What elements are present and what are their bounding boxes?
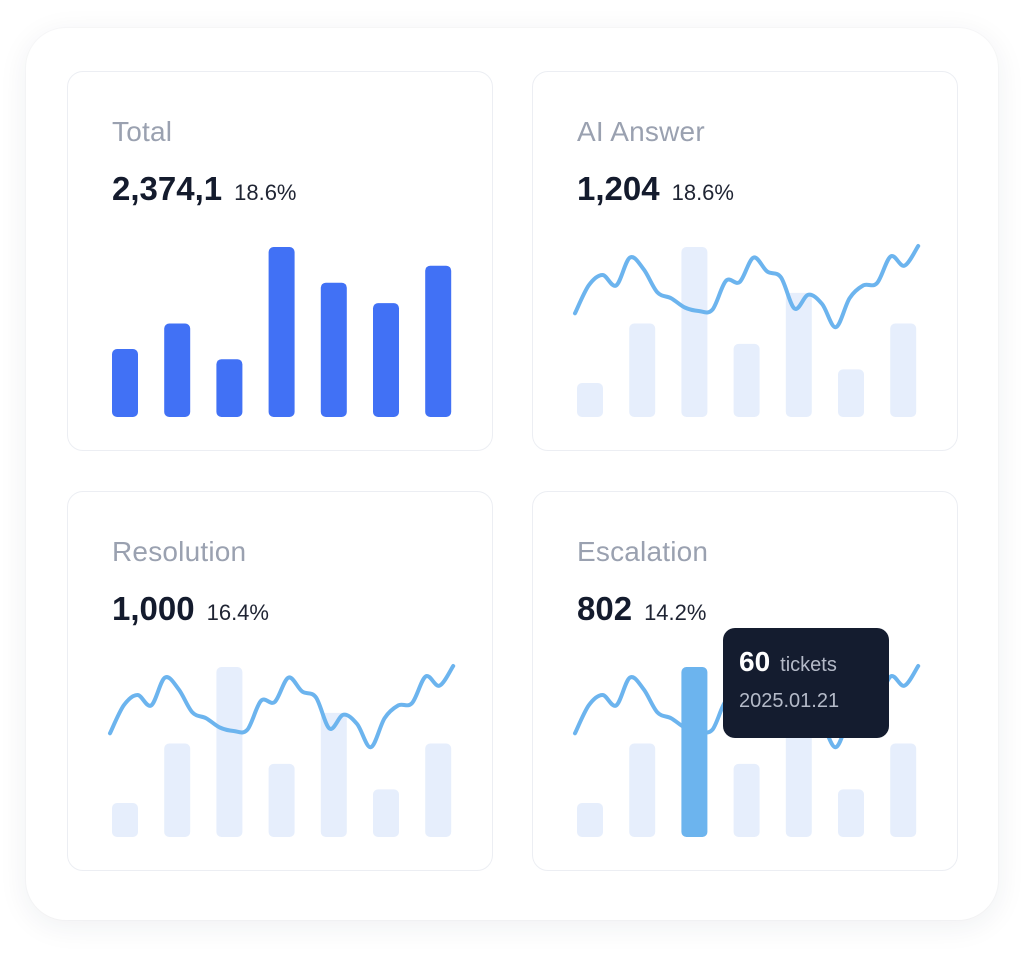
chart-bar[interactable] [785,712,812,837]
tooltip-count: 60 [739,646,771,677]
chart-bar[interactable] [629,743,656,838]
chart-bar[interactable] [577,383,603,417]
card-escalation[interactable]: Escalation 802 14.2% 60 tickets 2025.01.… [532,491,958,871]
metric-change: 16.4% [206,600,269,625]
chart-bar[interactable] [838,789,864,837]
trend-line [108,664,456,750]
chart-bar[interactable] [216,359,243,417]
card-title: Escalation [577,536,709,567]
chart-bar[interactable] [838,369,864,417]
chart-bar[interactable] [164,323,191,418]
metric: 2,374,1 18.6% [112,170,297,208]
chart-bar[interactable] [320,282,347,417]
trend-line [573,244,921,330]
card-total[interactable]: Total 2,374,1 18.6% [67,71,493,451]
metric-value: 1,204 [577,170,660,207]
metric: 1,000 16.4% [112,590,269,628]
metric-change: 18.6% [671,180,734,205]
combo-chart [108,664,456,838]
tooltip-unit: tickets [780,654,837,676]
chart-bar[interactable] [425,743,452,838]
metric-value: 1,000 [112,590,195,627]
card-title: Resolution [112,536,247,567]
metric-change: 18.6% [234,180,297,205]
chart-bar[interactable] [373,303,399,417]
chart-bar[interactable] [733,343,760,417]
bar-chart [112,247,452,418]
chart-bar[interactable] [164,743,191,838]
chart-bar[interactable] [112,803,138,837]
chart-bar[interactable] [112,349,138,417]
chart-bar[interactable] [629,323,656,418]
chart-bar[interactable] [373,789,399,837]
combo-chart [573,664,921,838]
card-resolution[interactable]: Resolution 1,000 16.4% [67,491,493,871]
chart-bar[interactable] [216,667,243,837]
metric-value: 2,374,1 [112,170,223,207]
chart-bar[interactable] [268,247,295,417]
chart-bar[interactable] [320,712,347,837]
chart-bar[interactable] [681,667,708,837]
metric-change: 14.2% [644,600,707,625]
metric-value: 802 [577,590,633,627]
chart-bar[interactable] [890,743,917,838]
combo-chart [573,244,921,418]
metric: 1,204 18.6% [577,170,734,208]
chart-bar[interactable] [785,292,812,417]
card-ai-answer[interactable]: AI Answer 1,204 18.6% [532,71,958,451]
chart-bar[interactable] [681,247,708,417]
chart-bar[interactable] [425,265,452,417]
card-title: AI Answer [577,116,705,147]
metric: 802 14.2% [577,590,706,628]
chart-bar[interactable] [890,323,917,418]
chart-tooltip: 60 tickets 2025.01.21 [723,628,889,738]
card-title: Total [112,116,173,147]
chart-bar[interactable] [733,763,760,837]
chart-bar[interactable] [577,803,603,837]
chart-bar[interactable] [268,763,295,837]
tooltip-date: 2025.01.21 [739,690,840,712]
